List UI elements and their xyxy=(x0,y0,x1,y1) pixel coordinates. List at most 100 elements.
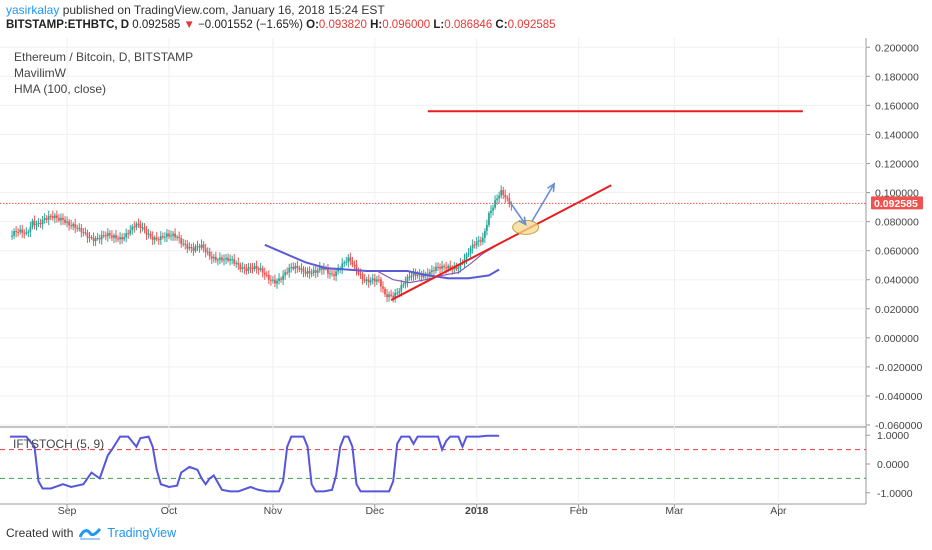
candle-body xyxy=(202,244,205,249)
candle-body xyxy=(231,259,234,261)
candle-body xyxy=(229,259,232,261)
candle-body xyxy=(133,226,136,228)
candle-body xyxy=(27,231,30,233)
arrow-up-head xyxy=(547,182,556,192)
candle-body xyxy=(435,266,437,271)
candle-body xyxy=(76,227,79,229)
candle-body xyxy=(278,278,280,281)
candle-body xyxy=(316,270,319,273)
arrows[interactable] xyxy=(508,182,556,227)
candle-body xyxy=(504,194,507,198)
candle-body xyxy=(496,198,499,201)
candle-body xyxy=(437,266,439,268)
candle-body xyxy=(159,236,162,240)
candle-body xyxy=(194,246,197,251)
candle-body xyxy=(272,279,274,281)
low-label: L: xyxy=(433,19,445,31)
candle-body xyxy=(392,295,395,298)
candle-body xyxy=(449,265,452,269)
candle-body xyxy=(45,218,48,220)
candle-body xyxy=(113,235,115,238)
candle-body xyxy=(320,267,323,270)
candle-body xyxy=(333,274,335,276)
candle-body xyxy=(306,270,309,274)
candle-body xyxy=(343,262,346,264)
low-value: 0.086846 xyxy=(444,19,493,31)
candle-body xyxy=(92,237,95,242)
candle-body xyxy=(263,272,266,275)
candle-body xyxy=(245,268,248,271)
candle-body xyxy=(196,246,199,248)
symbol-label: BITSTAMP:ETHBTC, D xyxy=(6,19,130,31)
candle-body xyxy=(382,286,384,289)
candle-body xyxy=(502,190,505,195)
candle-body xyxy=(53,215,56,219)
candle-body xyxy=(198,246,201,248)
candle-body xyxy=(329,273,331,275)
candle-body xyxy=(233,259,236,264)
candle-body xyxy=(347,257,350,263)
candle-body xyxy=(161,236,164,238)
arrow-down-head xyxy=(518,216,527,227)
high-value: 0.096000 xyxy=(382,19,431,31)
candle-body xyxy=(102,235,105,237)
author-link[interactable]: yasirkalay xyxy=(6,3,60,17)
candle-body xyxy=(396,292,399,294)
candle-body xyxy=(115,235,117,239)
candle-body xyxy=(255,266,258,269)
candle-body xyxy=(204,248,207,253)
time-axis[interactable]: Sep Oct Nov Dec 2018 Feb Mar Apr xyxy=(58,504,787,517)
candle-body xyxy=(508,198,511,204)
candle-body xyxy=(72,224,75,227)
candle-body xyxy=(251,267,254,270)
candle-body xyxy=(49,215,52,217)
iftstoch-axis[interactable]: 1.0000 0.0000 -1.0000 xyxy=(866,430,913,500)
candle-body xyxy=(367,279,370,283)
x-tick-label: 2018 xyxy=(465,505,489,517)
sub-tick-label: -1.0000 xyxy=(877,488,913,500)
candle-body xyxy=(247,267,250,271)
candle-body xyxy=(361,274,364,280)
candle-body xyxy=(68,221,71,226)
arrow-down xyxy=(508,200,527,225)
candle-body xyxy=(267,274,270,280)
candle-body xyxy=(433,270,435,272)
candle-body xyxy=(337,269,340,272)
x-tick-label: Mar xyxy=(665,505,684,517)
candle-body xyxy=(119,237,121,240)
close-value: 0.092585 xyxy=(507,19,556,31)
candle-body xyxy=(296,265,299,268)
candle-body xyxy=(386,294,388,298)
candle-body xyxy=(241,267,244,269)
candle-body xyxy=(15,231,18,233)
candle-body xyxy=(469,248,472,254)
trend-line[interactable] xyxy=(390,184,612,301)
candle-body xyxy=(486,224,488,231)
candle-body xyxy=(274,279,276,284)
candle-body xyxy=(117,238,119,240)
candle-body xyxy=(380,279,382,287)
price-axis[interactable]: 0.200000 0.180000 0.160000 0.140000 0.120000… xyxy=(866,42,922,432)
candle-body xyxy=(237,262,240,265)
y-tick-label: 0.160000 xyxy=(875,100,919,112)
candle-body xyxy=(481,237,484,242)
candle-body xyxy=(39,223,42,225)
tradingview-brand-link[interactable]: TradingView xyxy=(107,526,177,540)
candle-body xyxy=(74,224,77,228)
candle-body xyxy=(66,221,68,223)
candle-body xyxy=(488,213,490,225)
candle-body xyxy=(84,232,87,234)
candle-body xyxy=(55,215,58,218)
candle-body xyxy=(345,262,348,264)
candle-body xyxy=(265,274,268,276)
candle-body xyxy=(498,195,501,199)
candle-body xyxy=(394,293,397,298)
y-tick-label: -0.060000 xyxy=(875,420,922,432)
candle-body xyxy=(398,291,401,293)
legend-hma: HMA (100, close) xyxy=(14,82,107,96)
candle-body xyxy=(155,237,158,240)
candle-body xyxy=(282,275,285,280)
candle-body xyxy=(375,279,378,282)
x-tick-label: Nov xyxy=(264,505,283,517)
